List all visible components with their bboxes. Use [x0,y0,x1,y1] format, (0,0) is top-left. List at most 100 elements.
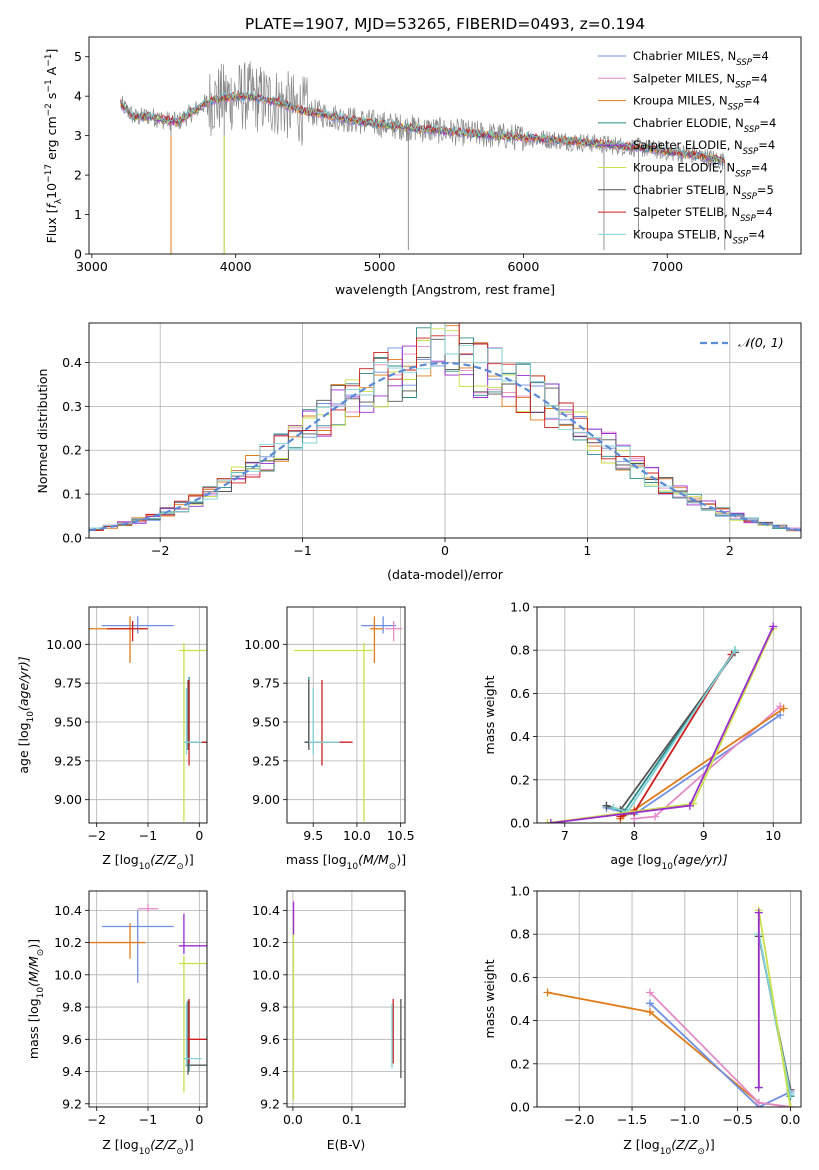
weight-marker [786,1103,795,1107]
label-part: age [log [610,852,661,867]
legend-entry: Chabrier STELIB, NSSP=5 [633,183,774,202]
y-tick-label: 1 [74,207,82,222]
x-tick-label: 10.5 [387,828,415,843]
legend-tail: =4 [752,49,769,63]
y-axis-label: Flux [fλ10−17 erg cm−2 s−1 A−1] [44,49,64,244]
label-part: (M/M [26,956,41,987]
model-spectrum-8 [120,90,726,162]
histogram-8 [89,323,801,538]
y-tick-label: 0.0 [510,1100,530,1115]
label-part: (age/yr)] [673,852,728,867]
label-part: 10 [139,1147,151,1157]
y-tick-label: 0.1 [62,487,82,502]
weight-marker [543,819,552,823]
x-axis-label: Z [log10(Z/Z⊙)] [623,1137,714,1157]
y-tick-label: 0.2 [62,443,82,458]
label-part: (age/yr)] [16,656,31,711]
x-tick-label: −1 [139,828,157,843]
weight-marker [602,801,611,810]
panel-mass-vs-Z: −2 −1 09.29.49.69.810.010.210.4Z [log10(Z/… [26,890,208,1157]
x-tick-label: 10 [765,828,781,843]
y-tick-label: 1.0 [510,884,530,899]
x-tick-label: 5000 [364,259,396,274]
x-tick-label: 8 [630,828,638,843]
label-part: ⊙ [176,862,184,872]
legend-sub: SSP [735,170,751,180]
y-tick-label: 10.4 [252,903,280,918]
weight-marker [651,812,660,821]
y-tick-label: 5 [74,49,82,64]
legend-text: Kroupa ELODIE, N [633,161,735,175]
legend-tail: =4 [743,94,760,108]
panel-mass-vs-EBV: 0.0 0.1 9.2 9.4 9.6 9.8 10.0 10.2 10.4 E(B-V) [252,890,406,1152]
y-tick-label: 10.00 [244,637,280,652]
figure-title: PLATE=1907, MJD=53265, FIBERID=0493, z=0… [245,15,645,33]
y-tick-label: 0.4 [510,1013,530,1028]
plot-area [89,323,801,538]
weight-line [619,707,785,820]
label-part: ⊙ [697,1147,705,1157]
y-tick-label: 9.00 [54,792,82,807]
y-axis-label: mass weight [482,675,497,754]
label-part: )] [184,1137,194,1152]
x-tick-label: 2 [726,543,734,558]
weight-marker [776,711,785,719]
weight-marker [754,1083,763,1092]
label-part: λ [54,198,64,204]
y-tick-label: 9.00 [252,792,280,807]
y-tick-label: 1.0 [510,600,530,615]
legend-entry: Kroupa MILES, NSSP=4 [633,94,760,113]
legend-entry: Kroupa STELIB, NSSP=4 [633,227,765,246]
legend-text: Salpeter STELIB, N [633,205,740,219]
y-tick-label: 9.75 [252,676,280,691]
label-part: 10 [660,1147,672,1157]
label-part: 10 [26,711,36,723]
x-tick-label: −1.0 [670,1112,700,1127]
x-tick-label: 0 [441,543,449,558]
label-part: ] [44,49,59,54]
y-axis-label: mass weight [482,959,497,1038]
weight-marker [645,988,654,997]
legend-sub: SSP [744,125,760,135]
y-tick-label: 9.75 [54,676,82,691]
y-tick-label: 9.8 [62,1000,82,1015]
plot-area [537,607,801,823]
y-tick-label: 10.0 [54,967,82,982]
legend-entry: Salpeter ELODIE, NSSP=4 [633,138,775,157]
axes-frame [88,606,208,824]
x-tick-label: 0 [195,828,203,843]
x-tick-label: −2 [87,828,105,843]
plot-area [120,61,726,254]
label-part: Z [log [623,1137,659,1152]
legend-entry: Salpeter STELIB, NSSP=4 [633,205,773,224]
y-tick-label: 0.4 [510,729,530,744]
y-tick-label: 9.8 [260,1000,280,1015]
legend-tail: =4 [758,138,775,152]
panel-spectrum: 3000 4000 5000 6000 7000 0 1 2 3 4 5 wavelength [An… [44,36,802,297]
legend-text: Chabrier STELIB, N [633,183,741,197]
weight-line [550,626,775,823]
x-tick-label: 7000 [651,259,683,274]
y-tick-label: 0.4 [62,355,82,370]
legend-sub: SSP [735,80,751,90]
legend-sub: SSP [741,192,757,202]
y-axis-label: mass [log10(M/M⊙)] [26,939,46,1059]
weight-marker [543,988,552,997]
label-part: A [44,66,59,79]
label-part: Z [log [102,852,138,867]
x-tick-label: −2.0 [564,1112,594,1127]
x-tick-label: −1 [139,1112,157,1127]
label-part: −17 [44,164,54,183]
legend-tail: =5 [757,183,774,197]
weight-marker [645,1007,654,1016]
label-part: ⊙ [389,862,397,872]
weight-marker [769,622,778,631]
plot-area [89,891,207,1107]
x-tick-label: 6000 [507,259,539,274]
legend-tail: =4 [759,116,776,130]
label-part: −2 [44,103,54,116]
label-part: )] [705,1137,715,1152]
legend-tail: =4 [756,205,773,219]
